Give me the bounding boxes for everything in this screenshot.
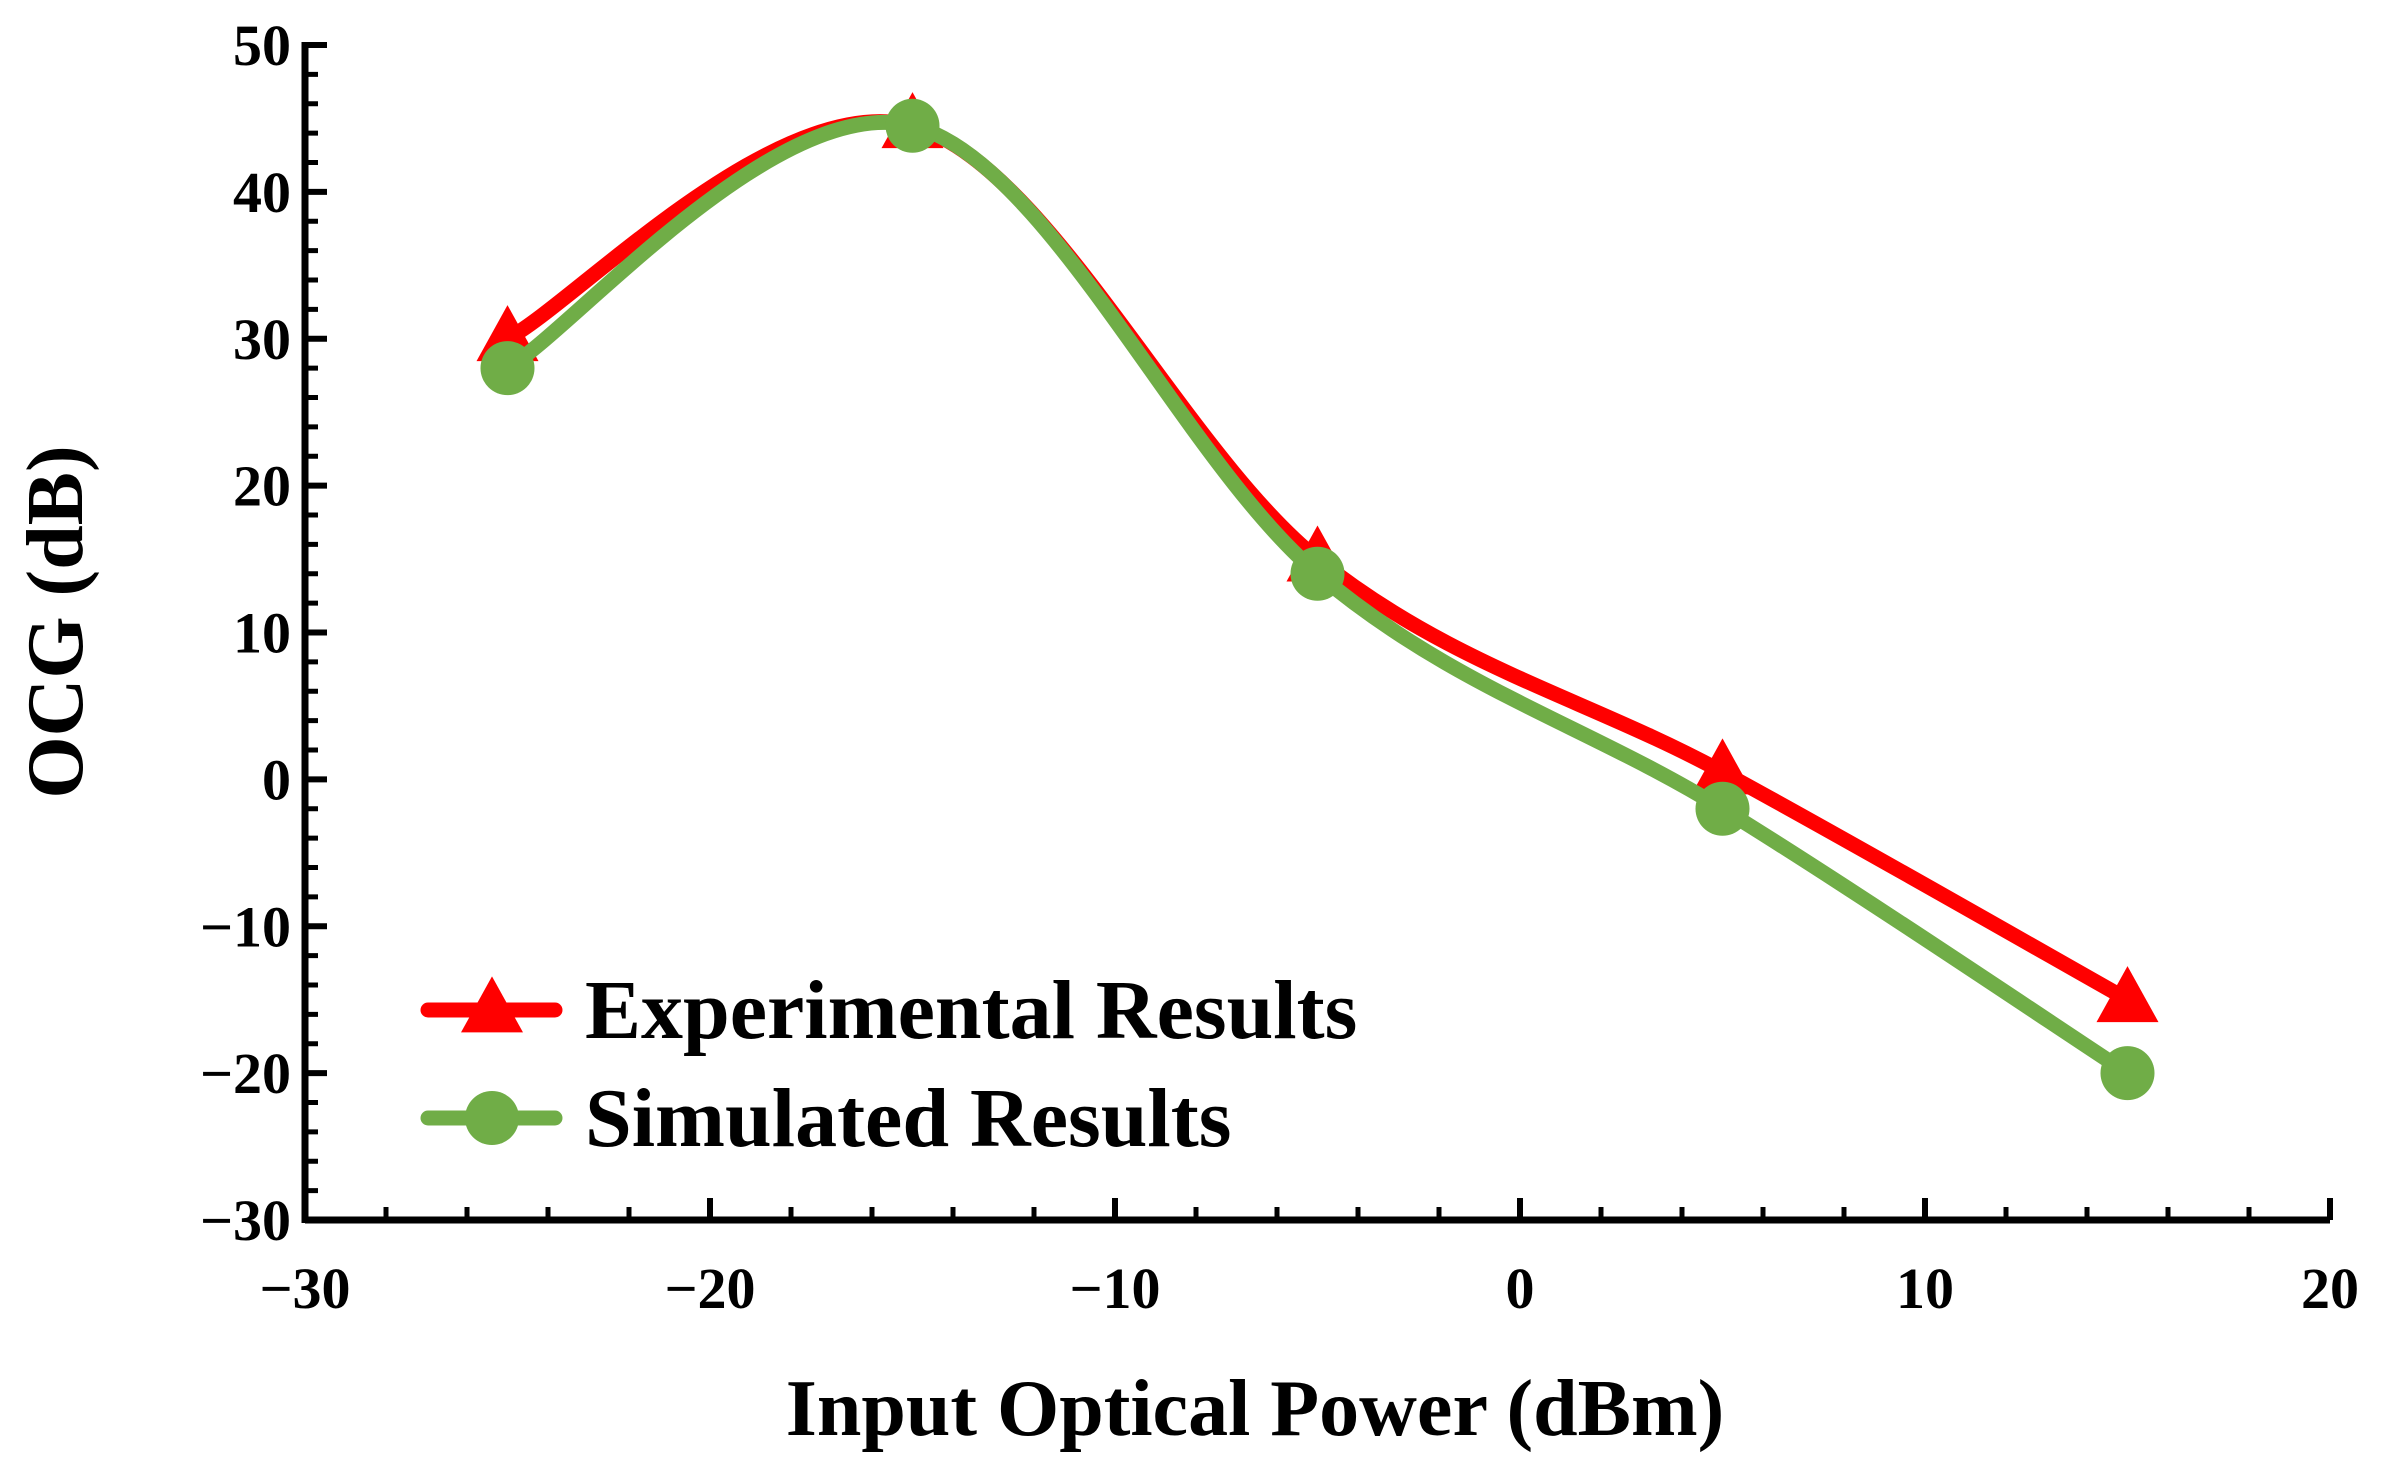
legend-circle-marker: [465, 1091, 519, 1145]
legend-triangle-marker: [461, 976, 523, 1033]
circle-marker: [480, 341, 535, 396]
y-tick-label: 0: [262, 747, 291, 812]
y-tick-label: 10: [233, 601, 291, 666]
triangle-marker: [1691, 738, 1754, 795]
legend-label: Simulated Results: [585, 1072, 1231, 1165]
y-tick-label: −10: [200, 894, 291, 959]
x-tick-label: 0: [1506, 1256, 1535, 1321]
x-tick-label: 10: [1896, 1256, 1954, 1321]
y-tick-label: 40: [233, 160, 291, 225]
y-tick-label: −30: [200, 1188, 291, 1253]
circle-marker: [2100, 1046, 2155, 1101]
x-tick-label: −20: [664, 1256, 755, 1321]
y-tick-label: −20: [200, 1041, 291, 1106]
y-tick-label: 50: [233, 13, 291, 78]
series-line: [500, 115, 2135, 1081]
series-layer: [476, 92, 2159, 1101]
series-simulated: [480, 98, 2155, 1101]
x-tick-label: 20: [2301, 1256, 2359, 1321]
legend-item: Experimental Results: [420, 964, 1357, 1057]
legend: Experimental Results Simulated Results: [420, 964, 1357, 1165]
circle-marker: [885, 98, 940, 153]
axes: −30 −20 −10 0 10 20 30 40 50 −30 −20 −10 0 10 20: [200, 13, 2359, 1321]
circle-marker: [1695, 781, 1750, 836]
legend-label: Experimental Results: [585, 964, 1357, 1057]
y-tick-label: 20: [233, 454, 291, 519]
y-axis-title: OCG (dB): [12, 445, 100, 798]
circle-marker: [1290, 546, 1345, 601]
triangle-marker: [2096, 966, 2159, 1023]
x-tick-label: −30: [259, 1256, 350, 1321]
x-tick-label: −10: [1069, 1256, 1160, 1321]
y-tick-label: 30: [233, 307, 291, 372]
legend-item: Simulated Results: [420, 1072, 1231, 1165]
x-axis-title: Input Optical Power (dBm): [786, 1365, 1725, 1453]
